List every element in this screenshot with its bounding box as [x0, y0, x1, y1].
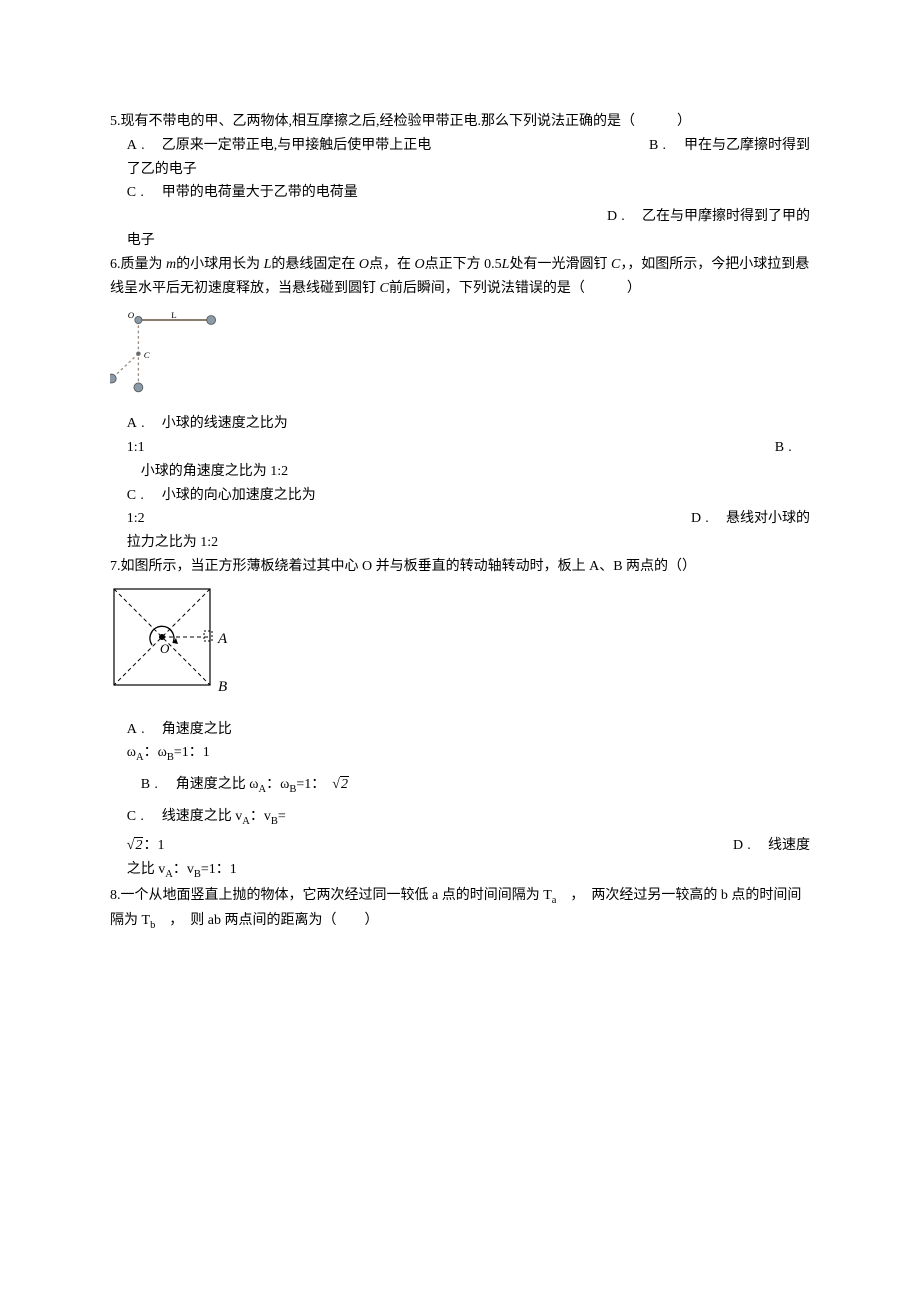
q5-C: 甲带的电荷量大于乙带的电荷量: [162, 181, 358, 205]
q7-B: 角速度之比 ωA：ωB=1： √2: [176, 773, 349, 799]
q6-stem: 6.质量为 m的小球用长为 L的悬线固定在 O点，在 O点正下方 0.5L处有一…: [110, 253, 810, 301]
page: 5.现有不带电的甲、乙两物体,相互摩擦之后,经检验甲带正电.那么下列说法正确的是…: [0, 0, 920, 1302]
svg-text:L: L: [171, 311, 176, 321]
q6-A-ratio: 1:1: [127, 436, 145, 460]
q5-A-label: A.: [127, 134, 162, 158]
svg-text:A: A: [217, 631, 228, 647]
q6-D-cont: 拉力之比为 1:2: [127, 531, 810, 555]
q7-B-label: B.: [141, 773, 176, 797]
q6-figure: O L C: [110, 304, 810, 408]
q7-D: 线速度: [768, 834, 810, 858]
q7-C: 线速度之比 vA：vB=: [162, 805, 286, 831]
q5-D-label: D.: [607, 205, 642, 229]
q5-B-cont: 了乙的电子: [127, 158, 810, 182]
q5-D: 乙在与甲摩擦时得到了甲的: [642, 205, 810, 229]
q7-C-sqrt: √2：1: [127, 834, 165, 858]
svg-text:O: O: [160, 641, 170, 656]
q7-A-label: A.: [127, 718, 162, 742]
q6-C: 小球的向心加速度之比为: [162, 484, 316, 508]
q7-D-cont: 之比 vA：vB=1：1: [127, 858, 810, 884]
q6-B-label: B.: [775, 436, 796, 460]
q6-D: 悬线对小球的: [726, 507, 810, 531]
svg-text:O: O: [128, 311, 135, 321]
q5-B-label: B.: [649, 134, 684, 158]
svg-text:B: B: [218, 679, 227, 695]
q5-C-label: C.: [127, 181, 162, 205]
q5-A: 乙原来一定带正电,与甲接触后使甲带上正电: [162, 134, 432, 158]
q6-D-label: D.: [691, 507, 726, 531]
q5-B: 甲在与乙摩擦时得到: [684, 134, 810, 158]
q7-D-label: D.: [733, 834, 768, 858]
svg-text:C: C: [144, 351, 150, 361]
q6-C-label: C.: [127, 484, 162, 508]
q5-D-cont: 电子: [127, 229, 810, 253]
q8-stem: 8.一个从地面竖直上抛的物体，它两次经过同一较低 a 点的时间间隔为 Ta ， …: [110, 884, 810, 935]
q6-C-ratio: 1:2: [127, 507, 145, 531]
q7-figure: O A B: [110, 585, 810, 712]
q5-stem: 5.现有不带电的甲、乙两物体,相互摩擦之后,经检验甲带正电.那么下列说法正确的是…: [110, 110, 810, 134]
q7-options: A. 角速度之比 ωA：ωB=1：1 B. 角速度之比 ωA：ωB=1： √2 …: [110, 718, 810, 884]
q6-A: 小球的线速度之比为: [162, 412, 288, 436]
q7-A-expr: ωA：ωB=1：1: [127, 741, 810, 767]
q6-options: A. 小球的线速度之比为 1:1 B. 小球的角速度之比为 1:2 C. 小球的…: [110, 412, 810, 555]
q7-C-label: C.: [127, 805, 162, 829]
q6-A-label: A.: [127, 412, 162, 436]
q7-A: 角速度之比: [162, 718, 232, 742]
q5-options: A. 乙原来一定带正电,与甲接触后使甲带上正电 B. 甲在与乙摩擦时得到 了乙的…: [110, 134, 810, 253]
q7-stem: 7.如图所示，当正方形薄板绕着过其中心 O 并与板垂直的转动轴转动时，板上 A、…: [110, 555, 810, 579]
q6-B: 小球的角速度之比为 1:2: [127, 460, 810, 484]
